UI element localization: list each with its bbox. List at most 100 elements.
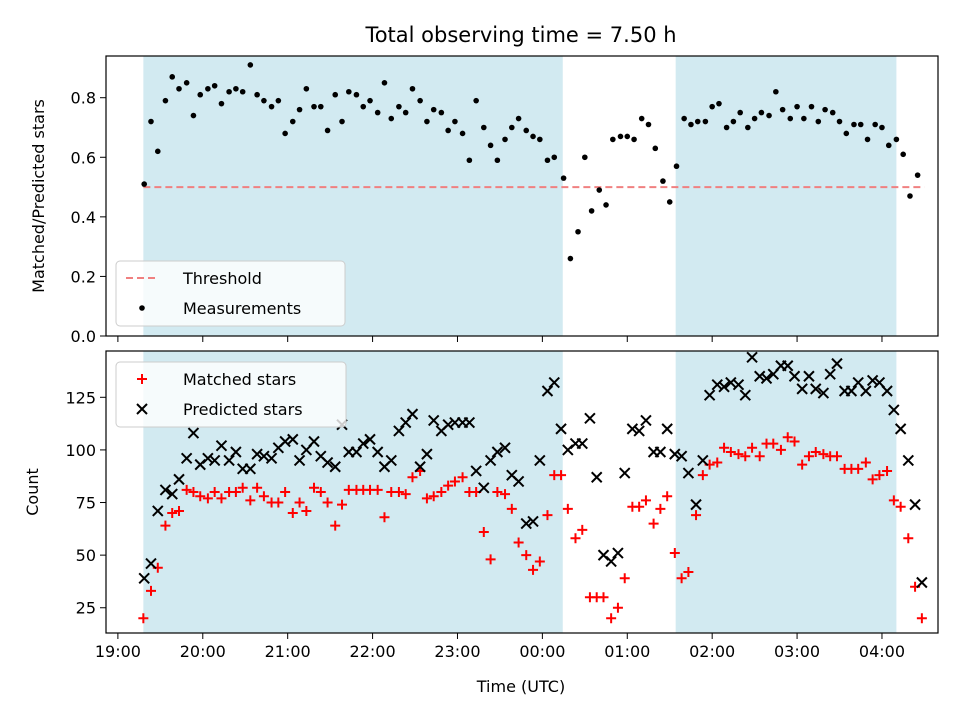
predicted-stars-point [916, 576, 928, 589]
measurement-point [688, 121, 694, 128]
matched-stars-point [712, 457, 723, 468]
measurement-point [289, 118, 296, 125]
matched-stars-point [797, 459, 808, 470]
y-tick-label: 100 [65, 441, 96, 460]
measurement-point [666, 199, 673, 205]
measurement-point [523, 127, 530, 134]
measurement-point [551, 154, 558, 161]
predicted-stars-point [894, 423, 907, 435]
measurement-point [709, 103, 715, 110]
predicted-stars-point [739, 389, 751, 401]
measurement-point [737, 109, 743, 116]
measurement-point [596, 187, 603, 193]
measurement-point [560, 175, 567, 181]
predicted-stars-point [640, 414, 652, 427]
measurement-point [694, 118, 701, 125]
measurement-point [148, 118, 154, 125]
predicted-stars-point [788, 370, 801, 382]
series-measurements [141, 62, 921, 262]
measurement-point [247, 62, 254, 68]
measurement-point [445, 127, 451, 134]
matched-stars-point [831, 451, 842, 462]
predicted-stars-point [166, 488, 178, 500]
matched-stars-point [556, 470, 567, 481]
matched-stars-point [577, 524, 588, 535]
matched-stars-point [606, 613, 617, 624]
measurement-point [879, 124, 885, 131]
predicted-stars-point [888, 404, 900, 416]
matched-stars-point [860, 457, 871, 468]
matched-stars-point [195, 491, 206, 502]
measurement-point [801, 115, 807, 122]
predicted-stars-point [697, 454, 709, 467]
predicted-stars-point [520, 517, 532, 530]
measurement-point [893, 136, 900, 143]
matched-stars-point [393, 487, 404, 497]
predicted-stars-point [703, 389, 716, 401]
matched-stars-point [853, 463, 864, 474]
measurement-point [494, 157, 501, 164]
bottom-panel: 25 50 75 100 125 19:00 20:00 21:00 22:00 23:00 00:… [23, 350, 939, 661]
measurement-point [822, 106, 828, 113]
matched-stars-point [669, 548, 680, 559]
measurement-point [438, 109, 445, 116]
predicted-stars-point [244, 463, 257, 475]
measurement-point [751, 115, 758, 122]
measurement-point [409, 85, 416, 92]
measurement-point [610, 136, 616, 143]
matched-stars-point [287, 508, 298, 519]
measurement-point [254, 91, 260, 98]
predicted-stars-point [350, 446, 363, 458]
measurement-point [452, 118, 458, 125]
measurement-point [324, 127, 331, 134]
predicted-stars-point [393, 425, 405, 437]
matched-stars-point [818, 449, 829, 460]
matched-stars-point [160, 520, 171, 531]
predicted-stars-point [442, 418, 454, 431]
measurement-point [808, 103, 815, 110]
matched-stars-point [457, 472, 468, 483]
measurement-point [466, 157, 473, 164]
matched-stars-point [337, 499, 348, 510]
measurement-point [141, 181, 148, 187]
predicted-stars-point [690, 498, 702, 511]
predicted-stars-point [796, 383, 808, 395]
predicted-stars-point [208, 454, 221, 467]
measurement-point [417, 97, 423, 104]
predicted-stars-point [591, 471, 603, 483]
measurement-point [381, 80, 388, 86]
predicted-stars-point [782, 360, 794, 372]
predicted-stars-point [491, 446, 504, 458]
measurement-point [487, 142, 494, 149]
measurement-point [638, 115, 645, 122]
predicted-stars-point [187, 427, 200, 439]
matched-stars-point [810, 447, 821, 458]
predicted-stars-point [159, 484, 172, 496]
y-tick-label: 125 [65, 388, 96, 407]
predicted-stars-point [180, 452, 193, 465]
measurement-point [311, 103, 317, 110]
matched-stars-point [768, 438, 779, 449]
measurement-point [673, 163, 680, 170]
matched-stars-point [789, 436, 800, 447]
matched-stars-point [436, 487, 447, 497]
predicted-stars-point [760, 372, 773, 385]
measurement-point [353, 91, 360, 98]
predicted-stars-point [202, 452, 214, 465]
matched-stars-point [867, 474, 878, 485]
predicted-stars-point [718, 381, 730, 393]
predicted-stars-point [421, 448, 433, 460]
legend-predicted-symbol [136, 403, 148, 415]
matched-stars-point [167, 508, 178, 519]
measurement-point [317, 103, 324, 110]
predicted-stars-point [675, 450, 688, 462]
predicted-stars-point [499, 442, 511, 454]
series-matched-stars [138, 432, 927, 624]
measurement-point [914, 172, 921, 178]
matched-stars-point [634, 501, 645, 512]
y-axis-label: Matched/Predicted stars [29, 99, 48, 293]
predicted-stars-point [308, 435, 320, 448]
y-tick-label: 25 [76, 599, 96, 618]
measurement-point [794, 103, 800, 110]
chart-title: Total observing time = 7.50 h [364, 23, 676, 47]
